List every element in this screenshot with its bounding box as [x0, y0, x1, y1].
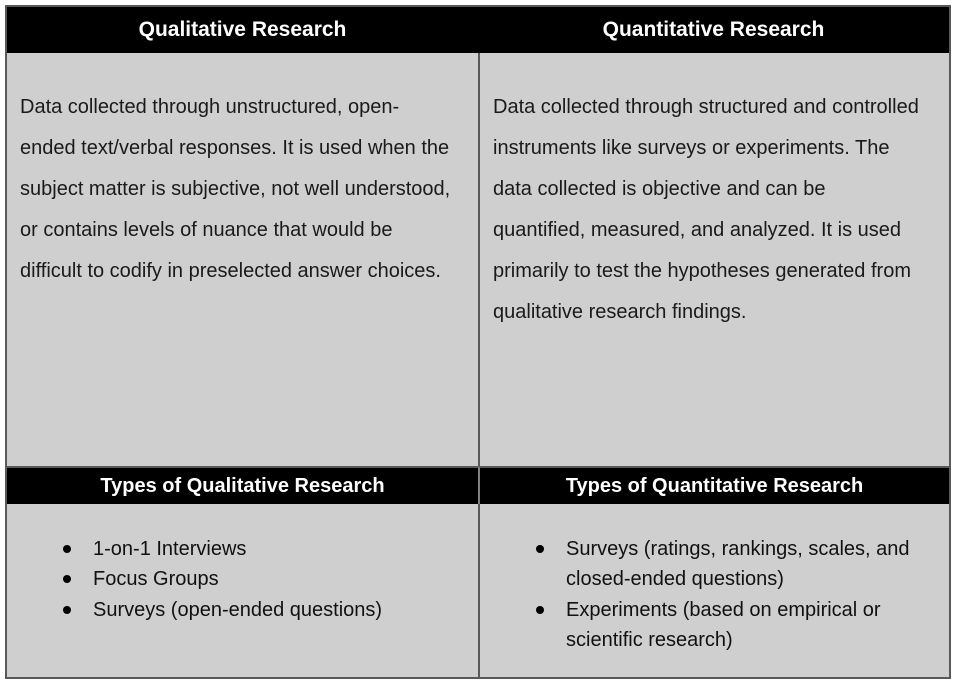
- list-item: Experiments (based on empirical or scien…: [480, 595, 939, 656]
- qualitative-header-label: Qualitative Research: [138, 18, 347, 41]
- qualitative-header-cell: Qualitative Research: [7, 7, 478, 53]
- quantitative-types-list: Surveys (ratings, rankings, scales, and …: [480, 534, 939, 656]
- quantitative-types-header-label: Types of Quantitative Research: [565, 474, 864, 497]
- qualitative-types-header-cell: Types of Qualitative Research: [7, 466, 478, 504]
- qualitative-types-header-label: Types of Qualitative Research: [100, 474, 385, 497]
- qualitative-description-text: Data collected through unstructured, ope…: [20, 96, 451, 282]
- quantitative-header-cell: Quantitative Research: [478, 7, 949, 53]
- list-item: Surveys (ratings, rankings, scales, and …: [480, 534, 939, 595]
- quantitative-types-header-cell: Types of Quantitative Research: [478, 466, 949, 504]
- qualitative-types-list-cell: 1-on-1 Interviews Focus Groups Surveys (…: [7, 504, 478, 677]
- list-item: Surveys (open-ended questions): [7, 595, 468, 625]
- quantitative-types-list-cell: Surveys (ratings, rankings, scales, and …: [478, 504, 949, 677]
- qualitative-types-list: 1-on-1 Interviews Focus Groups Surveys (…: [7, 534, 468, 625]
- qualitative-description-cell: Data collected through unstructured, ope…: [7, 53, 478, 466]
- research-comparison-table: Qualitative Research Quantitative Resear…: [5, 5, 951, 679]
- quantitative-header-label: Quantitative Research: [602, 18, 825, 41]
- list-item: 1-on-1 Interviews: [7, 534, 468, 564]
- list-item: Focus Groups: [7, 564, 468, 594]
- quantitative-description-text: Data collected through structured and co…: [493, 96, 919, 323]
- quantitative-description-cell: Data collected through structured and co…: [478, 53, 949, 466]
